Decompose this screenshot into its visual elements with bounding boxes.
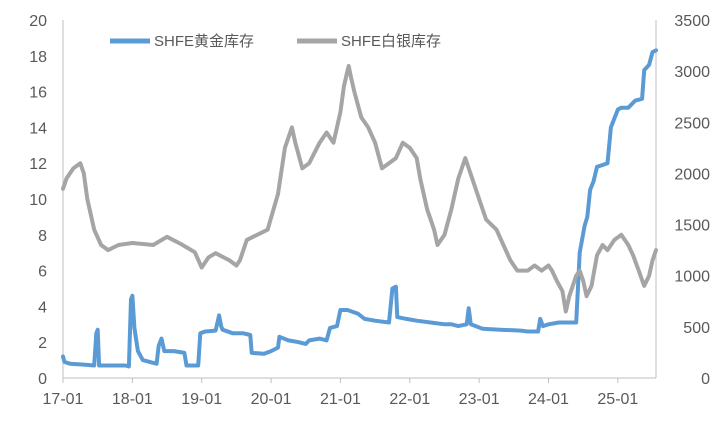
x-tick-label: 22-01 xyxy=(389,391,430,408)
x-tick-label: 17-01 xyxy=(43,391,84,408)
x-tick-label: 20-01 xyxy=(251,391,292,408)
legend-label: SHFE黄金库存 xyxy=(154,33,254,50)
y-left-tick-label: 10 xyxy=(29,192,47,209)
y-left-tick-label: 4 xyxy=(38,299,47,316)
y-right-tick-label: 2500 xyxy=(674,115,710,132)
y-left-tick-label: 6 xyxy=(38,264,47,281)
series-layer xyxy=(61,48,658,369)
y-right-tick-label: 500 xyxy=(683,320,710,337)
legend-label: SHFE白银库存 xyxy=(341,33,441,50)
y-right-tick-label: 1000 xyxy=(674,269,710,286)
x-tick-label: 25-01 xyxy=(597,391,638,408)
x-tick-label: 23-01 xyxy=(459,391,500,408)
x-tick-label: 18-01 xyxy=(112,391,153,408)
legend: SHFE黄金库存 SHFE白银库存 xyxy=(110,33,441,50)
y-left-tick-label: 8 xyxy=(38,228,47,245)
y-left-tick-label: 2 xyxy=(38,335,47,352)
y-right-tick-label: 3000 xyxy=(674,64,710,81)
y-left-tick-label: 18 xyxy=(29,49,47,66)
y-right-tick-label: 0 xyxy=(701,371,710,388)
x-tick-label: 19-01 xyxy=(181,391,222,408)
y-left-tick-label: 14 xyxy=(29,120,47,137)
y-left-tick-label: 20 xyxy=(29,13,47,30)
y-right-tick-label: 1500 xyxy=(674,218,710,235)
silver-inventory-line xyxy=(61,64,658,314)
y-left-tick-label: 12 xyxy=(29,156,47,173)
y-left-tick-label: 16 xyxy=(29,85,47,102)
y-left-tick-label: 0 xyxy=(38,371,47,388)
gold-inventory-line xyxy=(61,48,658,369)
axes: 0 2 4 6 8 10 12 14 16 18 20 0 500 1000 1500 2000 2500 300… xyxy=(29,13,710,408)
x-tick-label: 21-01 xyxy=(320,391,361,408)
y-right-tick-label: 3500 xyxy=(674,13,710,30)
x-tick-label: 24-01 xyxy=(528,391,569,408)
y-right-tick-label: 2000 xyxy=(674,166,710,183)
